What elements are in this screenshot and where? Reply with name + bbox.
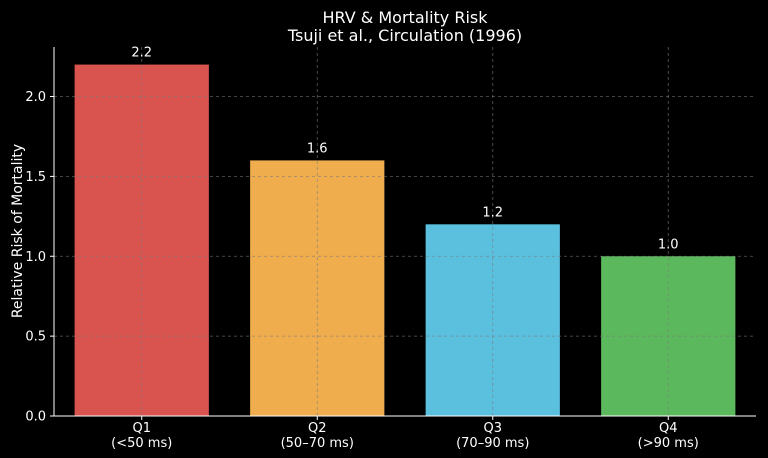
data-label-1: 2.2 [131,46,152,61]
x-tick-label-2: Q2 (50–70 ms) [281,421,354,451]
bars [74,64,736,417]
y-tick-label-2: 1.0 [25,250,46,265]
data-label-4: 1.0 [658,237,679,252]
tick-labels: 0.0 0.5 1.0 1.5 2.0 Q1 (<50 ms) Q2 (50–70 ms) Q3(… [25,90,699,451]
x-tick-label-1: Q1 (<50 ms) [111,421,172,451]
chart-subtitle: Tsuji et al., Circulation (1996) [287,26,522,45]
y-tick-label-3: 1.5 [25,170,46,185]
x-tick-label-4: Q4 (>90 ms) [638,421,699,451]
y-tick-label-1: 0.5 [25,330,46,345]
grid-lines [54,47,756,416]
data-labels: 2.2 1.6 1.2 1.0 [131,46,678,253]
data-label-3: 1.2 [482,205,503,220]
y-tick-label-4: 2.0 [25,90,46,105]
x-tick-label-3: Q3 (70–90 ms) [456,421,529,451]
chart-title: HRV & Mortality Risk [323,8,489,27]
y-axis-label: Relative Risk of Mortality [10,144,26,318]
y-tick-label-0: 0.0 [25,410,46,425]
data-label-2: 1.6 [307,141,328,156]
axes [50,47,756,420]
